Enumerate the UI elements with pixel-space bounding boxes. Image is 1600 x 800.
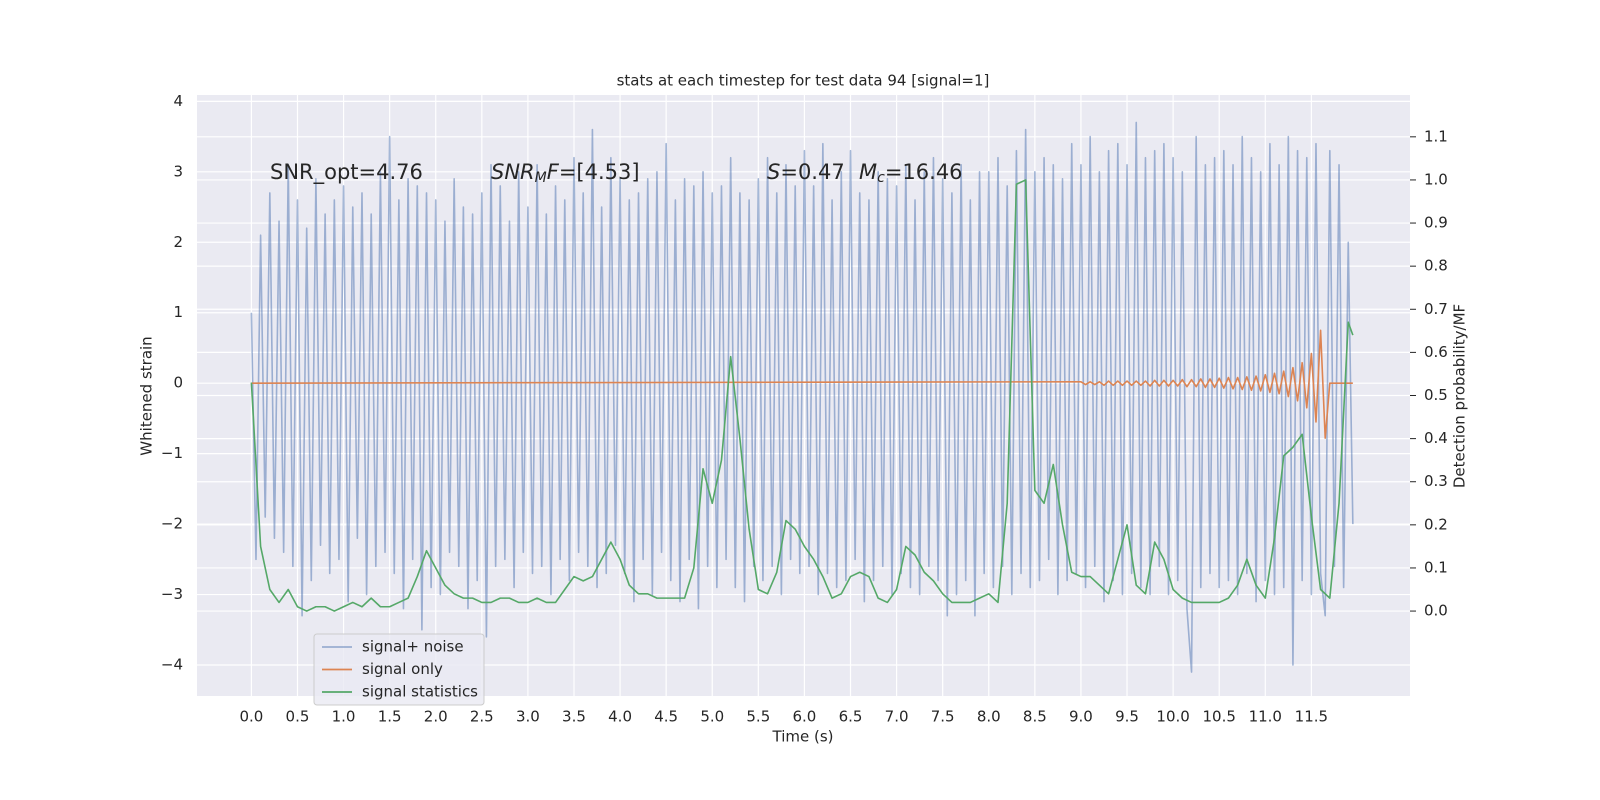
annotation-part: M: [535, 170, 547, 186]
x-axis-label: Time (s): [772, 728, 834, 746]
annotation-part: M: [859, 160, 877, 184]
x-tick-label: 7.0: [885, 708, 909, 726]
legend-label: signal+ noise: [362, 638, 464, 656]
y2-tick-label: 0.2: [1424, 515, 1448, 533]
y-tick-label: 3: [173, 162, 183, 180]
y-tick-label: −1: [161, 444, 183, 462]
y-tick-label: 0: [173, 374, 183, 392]
annotation: S=0.47: [767, 160, 845, 184]
y2-tick-label: 0.9: [1424, 214, 1448, 232]
x-tick-label: 8.0: [977, 708, 1001, 726]
x-tick-label: 10.0: [1156, 708, 1189, 726]
x-tick-label: 9.0: [1069, 708, 1093, 726]
x-tick-label: 1.5: [378, 708, 402, 726]
x-tick-label: 3.0: [516, 708, 540, 726]
y2-tick-label: 1.1: [1424, 127, 1448, 145]
x-tick-label: 4.0: [608, 708, 632, 726]
annotation: SNR_opt=4.76: [270, 160, 423, 185]
x-tick-label: 10.5: [1202, 708, 1235, 726]
legend-label: signal only: [362, 660, 443, 678]
x-tick-label: 5.0: [700, 708, 724, 726]
series-line: [250, 121, 1354, 673]
annotation: Mc=16.46: [859, 160, 963, 186]
x-tick-label: 5.5: [746, 708, 770, 726]
annotation-part: c: [877, 170, 885, 186]
y2-tick-label: 0.3: [1424, 472, 1448, 490]
x-tick-label: 4.5: [654, 708, 678, 726]
series-line: [250, 179, 1354, 612]
y2-tick-label: 1.0: [1424, 170, 1448, 188]
annotation-part: F: [547, 160, 560, 184]
chart-title: stats at each timestep for test data 94 …: [617, 72, 990, 90]
x-tick-label: 2.0: [424, 708, 448, 726]
x-tick-label: 7.5: [931, 708, 955, 726]
annotation-part: =0.47: [780, 160, 844, 184]
annotation-part: SNR: [491, 160, 535, 184]
x-tick-label: 6.0: [792, 708, 816, 726]
y2-tick-label: 0.6: [1424, 343, 1448, 361]
series-line: [251, 329, 1353, 439]
x-tick-label: 0.5: [286, 708, 310, 726]
x-tick-label: 11.0: [1249, 708, 1282, 726]
x-tick-label: 9.5: [1115, 708, 1139, 726]
x-tick-label: 3.5: [562, 708, 586, 726]
y-tick-label: −4: [161, 655, 183, 673]
y2-tick-label: 0.1: [1424, 558, 1448, 576]
x-tick-label: 8.5: [1023, 708, 1047, 726]
x-tick-label: 2.5: [470, 708, 494, 726]
y-axis-label: Whitened strain: [138, 336, 156, 455]
y2-tick-label: 0.0: [1424, 602, 1448, 620]
legend-box: [313, 633, 485, 706]
y2-axis-label: Detection probability/MF: [1451, 304, 1469, 488]
y2-tick-label: 0.8: [1424, 257, 1448, 275]
x-tick-label: 6.5: [839, 708, 863, 726]
x-tick-label: 1.0: [332, 708, 356, 726]
y2-tick-label: 0.5: [1424, 386, 1448, 404]
x-tick-label: 0.0: [239, 708, 263, 726]
annotation-part: =[4.53]: [559, 160, 640, 184]
annotation: SNRMF=[4.53]: [491, 160, 640, 186]
y-tick-label: 2: [173, 233, 183, 251]
x-tick-label: 11.5: [1295, 708, 1328, 726]
y-tick-label: −2: [161, 515, 183, 533]
y2-tick-label: 0.4: [1424, 429, 1448, 447]
annotation-part: =16.46: [885, 160, 963, 184]
annotation-part: SNR_opt=4.76: [270, 160, 423, 185]
annotation-part: S: [767, 160, 780, 184]
y-tick-label: 1: [173, 303, 183, 321]
y-tick-label: −3: [161, 585, 183, 603]
y2-tick-label: 0.7: [1424, 300, 1448, 318]
legend-label: signal statistics: [362, 683, 478, 701]
y-tick-label: 4: [173, 92, 183, 110]
